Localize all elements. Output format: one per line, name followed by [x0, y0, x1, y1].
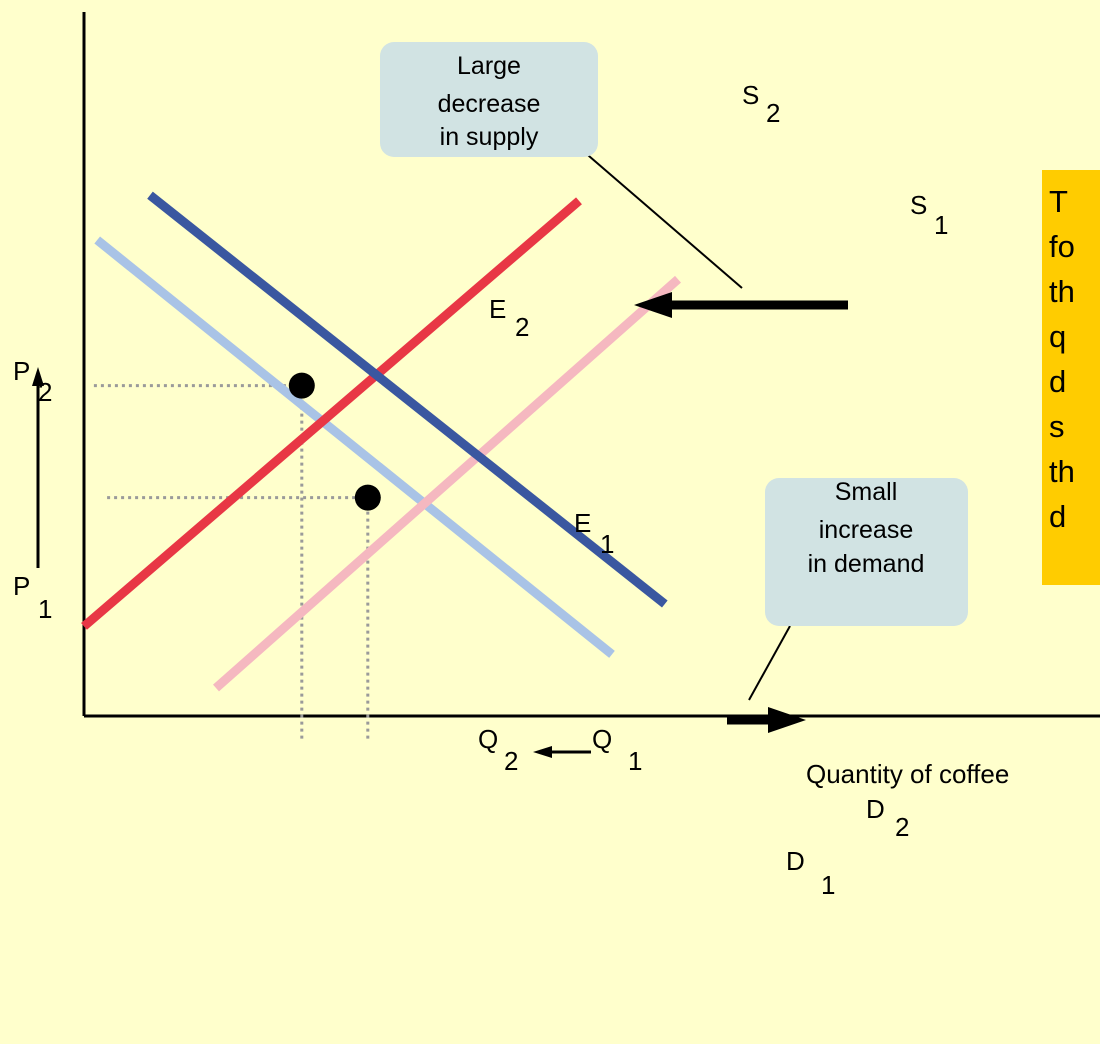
dotted-guides	[93, 384, 370, 742]
label-d2: D 2	[866, 794, 909, 842]
equilibrium-label-sub: 2	[515, 312, 529, 342]
quantity-label-sub: 2	[504, 746, 518, 776]
label-q2: Q 2	[478, 724, 518, 776]
callout-line: in demand	[808, 550, 925, 578]
label-d1: D 1	[786, 846, 835, 900]
curve-s2	[81, 197, 582, 630]
curve-label-main: D	[786, 846, 805, 876]
small-increase-leader	[748, 625, 791, 701]
note-line: q	[1049, 319, 1066, 354]
curve-layer	[81, 191, 681, 692]
price-label-sub: 1	[38, 594, 52, 624]
label-s2: S 2	[742, 80, 780, 128]
equilibrium-point-e2	[288, 372, 315, 399]
large-decrease-callout: Large decrease in supply	[380, 42, 598, 157]
callout-line: in supply	[440, 123, 539, 151]
label-p2: P 2	[13, 356, 52, 407]
quantity-label-main: Q	[592, 724, 612, 754]
note-line: th	[1049, 274, 1075, 309]
callout-line: Small	[835, 478, 898, 506]
quantity-label-sub: 1	[628, 746, 642, 776]
curve-label-sub: 1	[934, 210, 948, 240]
quantity-fall-arrow	[533, 746, 591, 758]
x-axis-title: Quantity of coffee	[806, 759, 1009, 789]
price-rise-arrow	[32, 367, 44, 568]
price-label-sub: 2	[38, 377, 52, 407]
note-line: d	[1049, 364, 1066, 399]
small-increase-callout: Small increase in demand	[765, 478, 968, 626]
curve-label-main: D	[866, 794, 885, 824]
equilibrium-label-main: E	[574, 508, 591, 538]
equilibrium-label-sub: 1	[600, 529, 614, 559]
equilibrium-point-e1	[354, 484, 381, 511]
note-line: T	[1049, 184, 1068, 219]
curve-d1	[94, 236, 615, 658]
label-e2: E 2	[489, 294, 529, 342]
note-line: fo	[1049, 229, 1075, 264]
equilibrium-layer	[288, 372, 381, 511]
curve-label-sub: 1	[821, 870, 835, 900]
callout-line: decrease	[438, 90, 541, 118]
large-decrease-leader	[581, 149, 743, 289]
curve-d2	[147, 191, 668, 608]
curve-label-sub: 2	[895, 812, 909, 842]
demand-shift-arrow	[727, 707, 806, 733]
equilibrium-label-main: E	[489, 294, 506, 324]
note-line: d	[1049, 499, 1066, 534]
label-q1: Q 1	[592, 724, 642, 776]
curve-label-main: S	[742, 80, 759, 110]
callout-line: Large	[457, 52, 521, 80]
supply-shift-arrow	[634, 292, 848, 318]
label-p1: P 1	[13, 571, 52, 624]
note-line: s	[1049, 409, 1065, 444]
curve-s1	[213, 275, 681, 692]
price-label-main: P	[13, 571, 30, 601]
note-line: th	[1049, 454, 1075, 489]
label-s1: S 1	[910, 190, 948, 240]
quantity-label-main: Q	[478, 724, 498, 754]
curve-label-sub: 2	[766, 98, 780, 128]
callout-line: increase	[819, 516, 914, 544]
curve-label-main: S	[910, 190, 927, 220]
label-e1: E 1	[574, 508, 614, 559]
price-label-main: P	[13, 356, 30, 386]
